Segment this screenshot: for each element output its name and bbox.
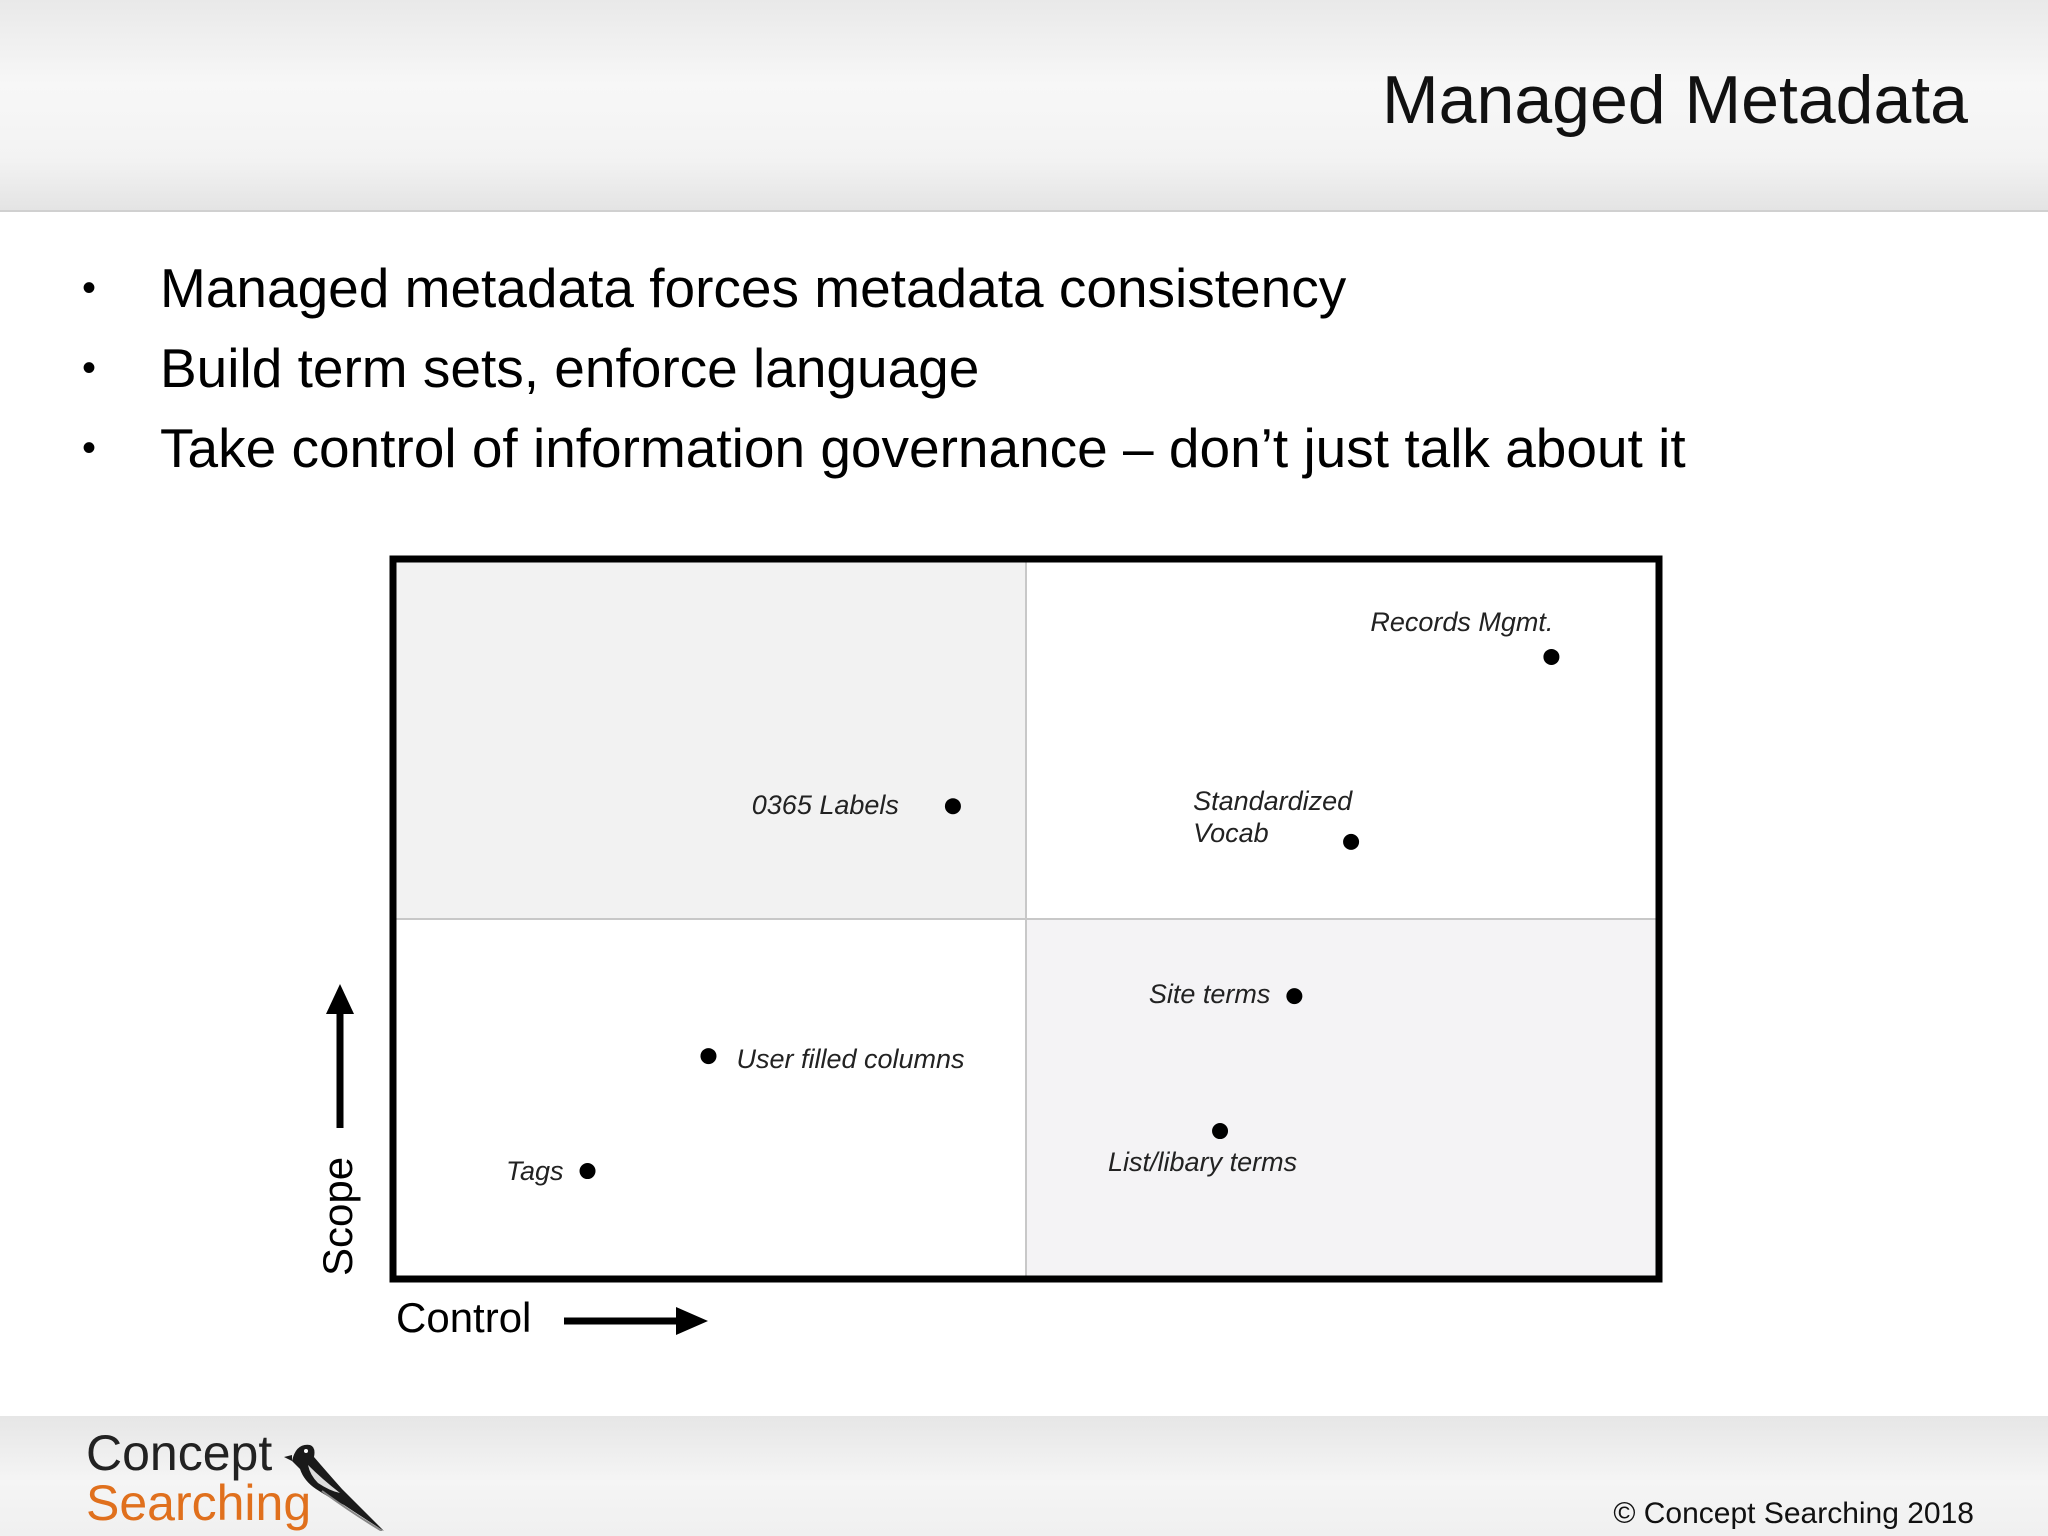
- quadrant-top-left: [396, 562, 1026, 919]
- y-axis-arrow: [326, 984, 354, 1128]
- logo-text-line2: Searching: [86, 1475, 312, 1531]
- data-point-label: Records Mgmt.: [1370, 607, 1553, 637]
- data-point: [700, 1048, 717, 1065]
- x-axis-label: Control: [396, 1294, 531, 1341]
- quadrant-bottom-right: [1026, 919, 1656, 1276]
- bullet-text: Take control of information governance –…: [160, 417, 1686, 479]
- company-logo: Concept Searching: [86, 1425, 386, 1535]
- bullet-list: • Managed metadata forces metadata consis…: [82, 248, 1686, 488]
- x-axis-arrow: [564, 1307, 708, 1335]
- bullet-item: • Build term sets, enforce language: [82, 328, 1686, 408]
- logo-text-line1: Concept: [86, 1425, 273, 1481]
- data-point: [1343, 833, 1360, 850]
- bullet-text: Managed metadata forces metadata consist…: [160, 257, 1347, 319]
- data-point-label: Tags: [506, 1156, 564, 1186]
- data-point: [1543, 648, 1560, 665]
- bullet-item: • Take control of information governance …: [82, 408, 1686, 488]
- data-point-label: List/libary terms: [1108, 1147, 1297, 1177]
- data-point: [579, 1163, 596, 1180]
- data-point-label: Standardized Vocab: [1193, 786, 1353, 848]
- data-point-label: User filled columns: [736, 1044, 964, 1074]
- chart-frame: [389, 555, 1663, 1283]
- copyright-text: © Concept Searching 2018: [1613, 1497, 1974, 1530]
- data-point: [944, 798, 961, 815]
- slide-header: Managed Metadata: [0, 0, 2048, 212]
- data-point: [1212, 1123, 1229, 1140]
- quadrant-bottom-left: [396, 919, 1026, 1276]
- points-layer: Records Mgmt. 0365 Labels Standardized Voca…: [506, 607, 1560, 1186]
- data-point: [1286, 988, 1303, 1005]
- y-axis-label: Scope: [314, 1157, 361, 1276]
- slide-title: Managed Metadata: [1382, 62, 1968, 138]
- quadrant-top-right: [1026, 562, 1656, 919]
- bullet-marker: •: [82, 346, 97, 390]
- data-point-label: 0365 Labels: [752, 790, 899, 820]
- slide-footer: [0, 1416, 2048, 1536]
- bullet-marker: •: [82, 426, 97, 470]
- magpie-bird-icon: [284, 1444, 384, 1531]
- bullet-item: • Managed metadata forces metadata consis…: [82, 248, 1686, 328]
- data-point-label: Site terms: [1149, 979, 1271, 1009]
- bullet-marker: •: [82, 266, 97, 310]
- bullet-text: Build term sets, enforce language: [160, 337, 980, 399]
